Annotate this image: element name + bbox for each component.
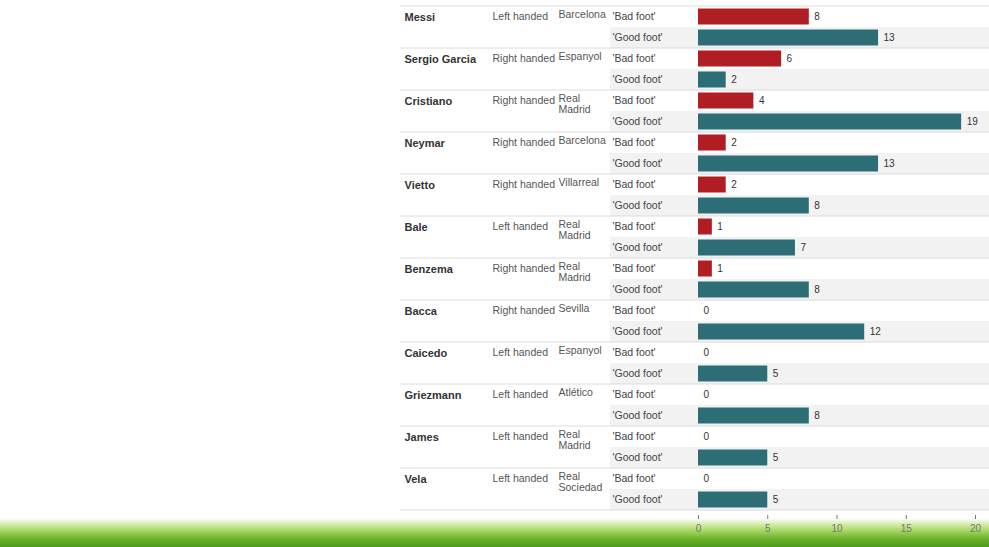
svg-text:8: 8: [814, 410, 820, 421]
svg-text:4: 4: [759, 95, 765, 106]
svg-text:Bale: Bale: [405, 221, 428, 233]
svg-text:'Good foot': 'Good foot': [613, 493, 663, 505]
svg-text:'Good foot': 'Good foot': [613, 409, 663, 421]
svg-text:James: James: [405, 431, 439, 443]
svg-text:Cristiano: Cristiano: [405, 95, 453, 107]
svg-text:'Good foot': 'Good foot': [613, 451, 663, 463]
svg-text:'Bad foot': 'Bad foot': [613, 346, 656, 358]
svg-text:'Good foot': 'Good foot': [613, 157, 663, 169]
svg-text:Atlético: Atlético: [559, 386, 594, 398]
svg-text:Right handed: Right handed: [493, 94, 556, 106]
svg-text:'Bad foot': 'Bad foot': [613, 220, 656, 232]
svg-text:1: 1: [717, 263, 723, 274]
svg-text:5: 5: [773, 452, 779, 463]
svg-text:Sevilla: Sevilla: [559, 302, 590, 314]
svg-text:Left handed: Left handed: [493, 430, 549, 442]
svg-text:'Good foot': 'Good foot': [613, 199, 663, 211]
svg-text:'Good foot': 'Good foot': [613, 31, 663, 43]
svg-text:2: 2: [731, 179, 737, 190]
svg-text:8: 8: [814, 284, 820, 295]
svg-text:Messi: Messi: [405, 11, 436, 23]
svg-text:2: 2: [731, 74, 737, 85]
svg-text:8: 8: [814, 11, 820, 22]
svg-text:7: 7: [800, 242, 806, 253]
svg-text:Benzema: Benzema: [405, 263, 454, 275]
svg-text:13: 13: [884, 158, 896, 169]
svg-text:Caicedo: Caicedo: [405, 347, 448, 359]
svg-text:'Bad foot': 'Bad foot': [613, 430, 656, 442]
svg-text:0: 0: [696, 523, 702, 534]
svg-text:Right handed: Right handed: [493, 262, 556, 274]
svg-text:'Good foot': 'Good foot': [613, 241, 663, 253]
svg-text:'Bad foot': 'Bad foot': [613, 388, 656, 400]
svg-text:'Bad foot': 'Bad foot': [613, 52, 656, 64]
svg-text:10: 10: [831, 523, 843, 534]
svg-text:Barcelona: Barcelona: [559, 134, 606, 146]
svg-text:RealMadrid: RealMadrid: [559, 218, 591, 241]
svg-text:'Good foot': 'Good foot': [613, 367, 663, 379]
svg-text:0: 0: [704, 347, 710, 358]
svg-text:0: 0: [704, 473, 710, 484]
svg-text:Bacca: Bacca: [405, 305, 438, 317]
svg-text:Left handed: Left handed: [493, 472, 549, 484]
svg-text:Right handed: Right handed: [493, 178, 556, 190]
svg-text:19: 19: [967, 116, 979, 127]
svg-text:1: 1: [717, 221, 723, 232]
svg-text:'Good foot': 'Good foot': [613, 325, 663, 337]
svg-text:'Good foot': 'Good foot': [613, 283, 663, 295]
svg-text:'Bad foot': 'Bad foot': [613, 178, 656, 190]
svg-text:Vela: Vela: [405, 473, 428, 485]
svg-text:RealMadrid: RealMadrid: [559, 260, 591, 282]
svg-text:Right handed: Right handed: [493, 304, 556, 316]
svg-text:Right handed: Right handed: [493, 136, 556, 148]
svg-text:Sergio Garcia: Sergio Garcia: [405, 53, 477, 65]
svg-text:6: 6: [787, 53, 793, 64]
svg-text:'Bad foot': 'Bad foot': [613, 304, 656, 316]
svg-text:12: 12: [870, 326, 882, 337]
svg-text:5: 5: [773, 368, 779, 379]
svg-text:20: 20: [970, 523, 982, 534]
svg-text:Right handed: Right handed: [493, 52, 556, 64]
svg-text:2: 2: [731, 137, 737, 148]
svg-text:Vietto: Vietto: [405, 179, 436, 191]
svg-text:8: 8: [814, 200, 820, 211]
svg-text:Left handed: Left handed: [493, 388, 549, 400]
svg-text:13: 13: [884, 32, 896, 43]
svg-text:15: 15: [901, 523, 913, 534]
svg-text:RealMadrid: RealMadrid: [559, 92, 591, 115]
svg-text:Left handed: Left handed: [493, 220, 549, 232]
svg-text:'Bad foot': 'Bad foot': [613, 136, 656, 148]
svg-text:Barcelona: Barcelona: [559, 8, 606, 20]
svg-text:0: 0: [704, 431, 710, 442]
svg-text:RealMadrid: RealMadrid: [559, 428, 591, 451]
svg-text:Villarreal: Villarreal: [559, 176, 600, 188]
svg-text:Neymar: Neymar: [405, 137, 446, 149]
svg-text:'Bad foot': 'Bad foot': [613, 472, 656, 484]
svg-text:Espanyol: Espanyol: [559, 344, 602, 356]
svg-text:Left handed: Left handed: [493, 10, 549, 22]
svg-text:'Good foot': 'Good foot': [613, 73, 663, 85]
svg-text:'Bad foot': 'Bad foot': [613, 10, 656, 22]
svg-text:Left handed: Left handed: [493, 346, 549, 358]
svg-text:RealSociedad: RealSociedad: [559, 470, 603, 493]
svg-text:5: 5: [765, 523, 771, 534]
svg-text:5: 5: [773, 494, 779, 505]
svg-text:'Bad foot': 'Bad foot': [613, 262, 656, 274]
svg-text:'Bad foot': 'Bad foot': [613, 94, 656, 106]
svg-text:0: 0: [704, 389, 710, 400]
svg-text:'Good foot': 'Good foot': [613, 115, 663, 127]
svg-text:Griezmann: Griezmann: [405, 389, 462, 401]
svg-text:Espanyol: Espanyol: [559, 50, 602, 62]
svg-text:0: 0: [704, 305, 710, 316]
